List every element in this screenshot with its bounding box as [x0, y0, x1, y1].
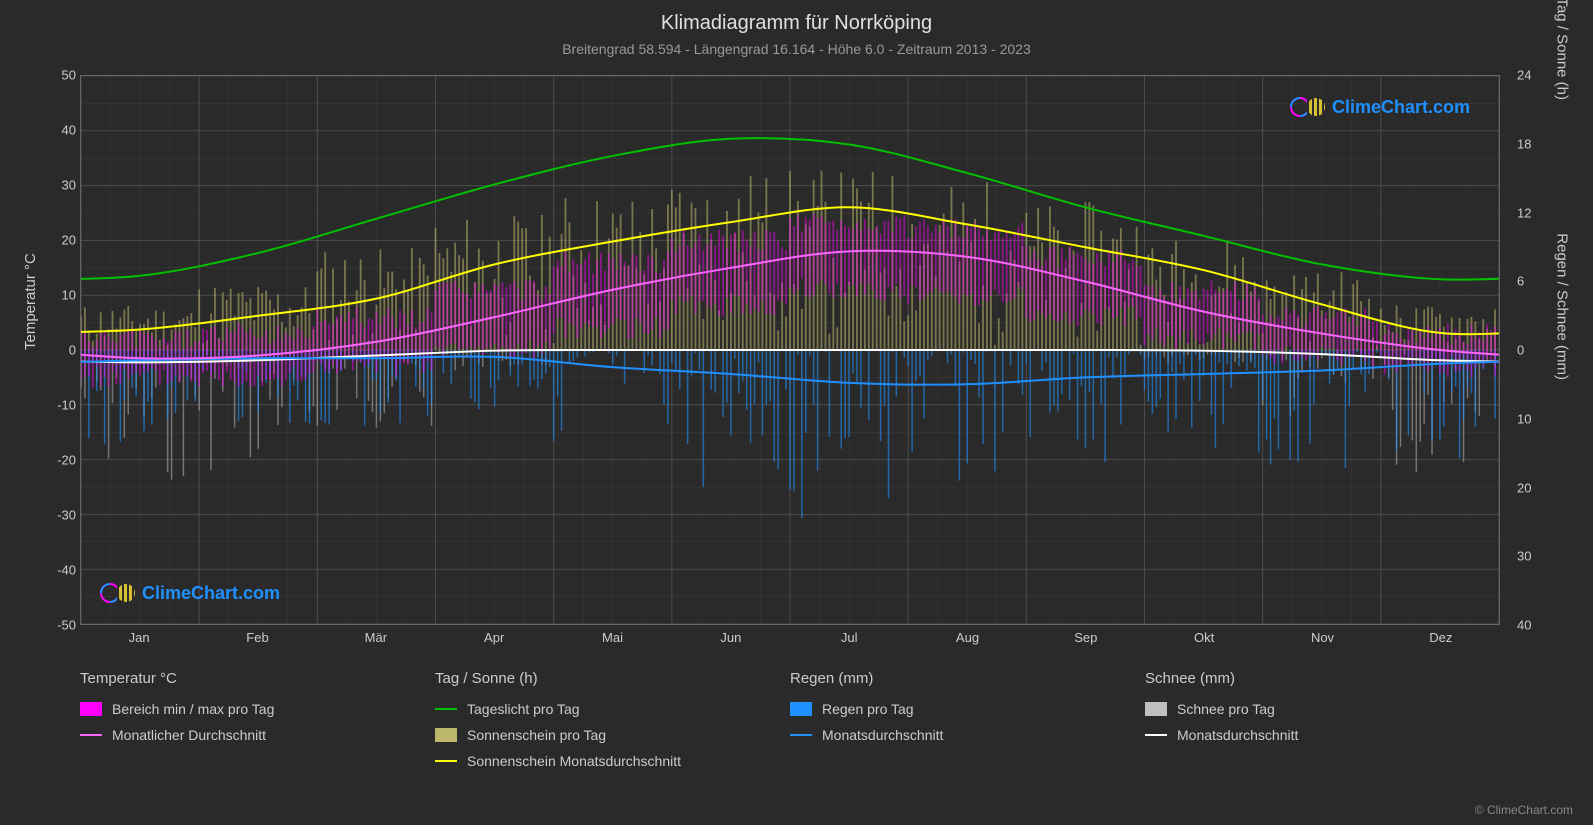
logo-text: ClimeChart.com	[142, 583, 280, 604]
y-right-tick: 6	[1517, 274, 1545, 289]
legend-item: Monatsdurchschnitt	[790, 727, 1145, 743]
y-right-tick: 0	[1517, 343, 1545, 358]
y-axis-left-label: Temperatur °C	[22, 253, 39, 350]
legend-swatch	[80, 734, 102, 736]
legend: Temperatur °C Bereich min / max pro Tag Mo…	[80, 670, 1500, 779]
chart-plot-area: ClimeChart.com ClimeChart.com	[80, 75, 1500, 625]
y-right-tick: 12	[1517, 205, 1545, 220]
copyright: © ClimeChart.com	[1475, 803, 1573, 817]
legend-swatch	[1145, 734, 1167, 736]
logo-top: ClimeChart.com	[1290, 95, 1470, 119]
y-left-tick: -40	[48, 563, 76, 578]
legend-swatch	[435, 760, 457, 762]
legend-swatch	[790, 702, 812, 716]
chart-title: Klimadiagramm für Norrköping	[0, 0, 1593, 35]
x-tick: Mai	[602, 630, 623, 645]
x-tick: Apr	[484, 630, 504, 645]
x-tick: Mär	[365, 630, 387, 645]
legend-header: Tag / Sonne (h)	[435, 670, 790, 687]
y-right-tick: 40	[1517, 618, 1545, 633]
legend-label: Monatsdurchschnitt	[1177, 727, 1298, 743]
legend-item: Sonnenschein pro Tag	[435, 727, 790, 743]
y-right-tick: 24	[1517, 68, 1545, 83]
x-tick: Jan	[129, 630, 150, 645]
y-axis-right-bottom-label: Regen / Schnee (mm)	[1554, 233, 1571, 380]
x-tick: Jul	[841, 630, 858, 645]
logo-icon	[1290, 95, 1326, 119]
legend-item: Tageslicht pro Tag	[435, 701, 790, 717]
legend-swatch	[1145, 702, 1167, 716]
legend-swatch	[435, 728, 457, 742]
y-left-tick: 50	[48, 68, 76, 83]
logo-text: ClimeChart.com	[1332, 97, 1470, 118]
legend-header: Schnee (mm)	[1145, 670, 1500, 687]
legend-label: Sonnenschein Monatsdurchschnitt	[467, 753, 681, 769]
y-left-tick: 10	[48, 288, 76, 303]
x-tick: Nov	[1311, 630, 1334, 645]
logo-bottom: ClimeChart.com	[100, 581, 280, 605]
y-right-tick: 30	[1517, 549, 1545, 564]
legend-label: Sonnenschein pro Tag	[467, 727, 606, 743]
y-left-tick: -20	[48, 453, 76, 468]
legend-swatch	[435, 708, 457, 710]
x-tick: Okt	[1194, 630, 1214, 645]
y-left-tick: -30	[48, 508, 76, 523]
logo-icon	[100, 581, 136, 605]
legend-label: Monatlicher Durchschnitt	[112, 727, 266, 743]
legend-item: Monatsdurchschnitt	[1145, 727, 1500, 743]
x-tick: Sep	[1074, 630, 1097, 645]
legend-group: Temperatur °C Bereich min / max pro Tag Mo…	[80, 670, 435, 779]
y-right-tick: 20	[1517, 480, 1545, 495]
legend-label: Bereich min / max pro Tag	[112, 701, 274, 717]
legend-item: Schnee pro Tag	[1145, 701, 1500, 717]
y-right-tick: 10	[1517, 411, 1545, 426]
legend-label: Schnee pro Tag	[1177, 701, 1275, 717]
legend-swatch	[790, 734, 812, 736]
legend-label: Monatsdurchschnitt	[822, 727, 943, 743]
x-tick: Jun	[720, 630, 741, 645]
y-left-tick: 20	[48, 233, 76, 248]
x-tick: Aug	[956, 630, 979, 645]
y-axis-right-top-label: Tag / Sonne (h)	[1554, 0, 1571, 100]
chart-svg	[80, 75, 1500, 625]
legend-header: Regen (mm)	[790, 670, 1145, 687]
legend-label: Tageslicht pro Tag	[467, 701, 580, 717]
legend-item: Sonnenschein Monatsdurchschnitt	[435, 753, 790, 769]
legend-label: Regen pro Tag	[822, 701, 914, 717]
legend-group: Tag / Sonne (h) Tageslicht pro Tag Sonnens…	[435, 670, 790, 779]
chart-subtitle: Breitengrad 58.594 - Längengrad 16.164 -…	[0, 35, 1593, 57]
legend-group: Schnee (mm) Schnee pro Tag Monatsdurchschn…	[1145, 670, 1500, 779]
legend-group: Regen (mm) Regen pro Tag Monatsdurchschnit…	[790, 670, 1145, 779]
legend-header: Temperatur °C	[80, 670, 435, 687]
y-right-tick: 18	[1517, 136, 1545, 151]
y-left-tick: 0	[48, 343, 76, 358]
x-tick: Dez	[1429, 630, 1452, 645]
y-left-tick: 40	[48, 123, 76, 138]
y-left-tick: -50	[48, 618, 76, 633]
legend-item: Bereich min / max pro Tag	[80, 701, 435, 717]
y-left-tick: 30	[48, 178, 76, 193]
y-left-tick: -10	[48, 398, 76, 413]
legend-item: Regen pro Tag	[790, 701, 1145, 717]
legend-swatch	[80, 702, 102, 716]
x-tick: Feb	[246, 630, 268, 645]
legend-item: Monatlicher Durchschnitt	[80, 727, 435, 743]
